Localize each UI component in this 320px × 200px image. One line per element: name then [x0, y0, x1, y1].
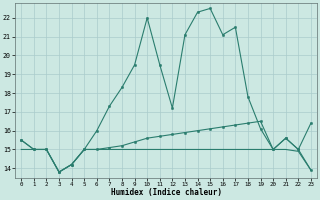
- X-axis label: Humidex (Indice chaleur): Humidex (Indice chaleur): [111, 188, 221, 197]
